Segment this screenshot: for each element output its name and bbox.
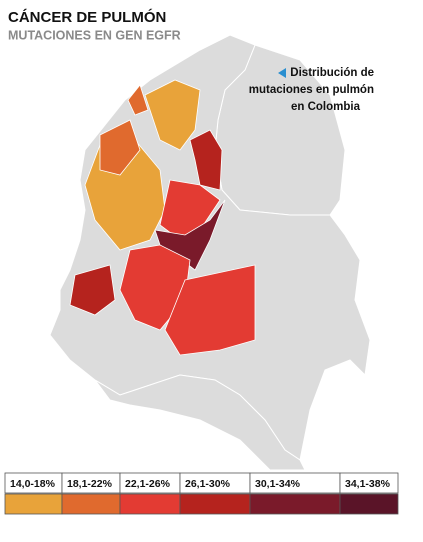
region: [69, 264, 116, 316]
note-line: en Colombia: [291, 101, 361, 113]
legend-label: 18,1-22%: [67, 478, 113, 490]
legend-swatch: [4, 493, 63, 515]
title: CÁNCER DE PULMÓN: [8, 8, 166, 26]
region: [99, 119, 141, 176]
region: [189, 129, 223, 191]
legend-label: 22,1-26%: [125, 478, 171, 490]
legend: 14,0-18% 18,1-22% 22,1-26% 26,1-30% 30,1-34%…: [4, 472, 399, 515]
legend-swatch: [61, 493, 121, 515]
legend-swatch: [339, 493, 399, 515]
note-pointer: [278, 68, 286, 78]
legend-label-box: [339, 472, 399, 494]
subtitle: MUTACIONES EN GEN EGFR: [8, 28, 181, 42]
legend-label: 26,1-30%: [185, 478, 231, 490]
legend-label: 34,1-38%: [345, 478, 391, 490]
legend-swatch: [179, 493, 251, 515]
note-line: mutaciones en pulmón: [249, 84, 374, 96]
southern-land: [94, 374, 306, 471]
region: [164, 264, 256, 356]
region: [144, 79, 201, 151]
legend-label: 30,1-34%: [255, 478, 301, 490]
note-line: Distribución de: [290, 67, 374, 79]
legend-swatch: [119, 493, 181, 515]
legend-label: 14,0-18%: [10, 478, 56, 490]
legend-swatch: [249, 493, 341, 515]
region: [127, 84, 149, 116]
